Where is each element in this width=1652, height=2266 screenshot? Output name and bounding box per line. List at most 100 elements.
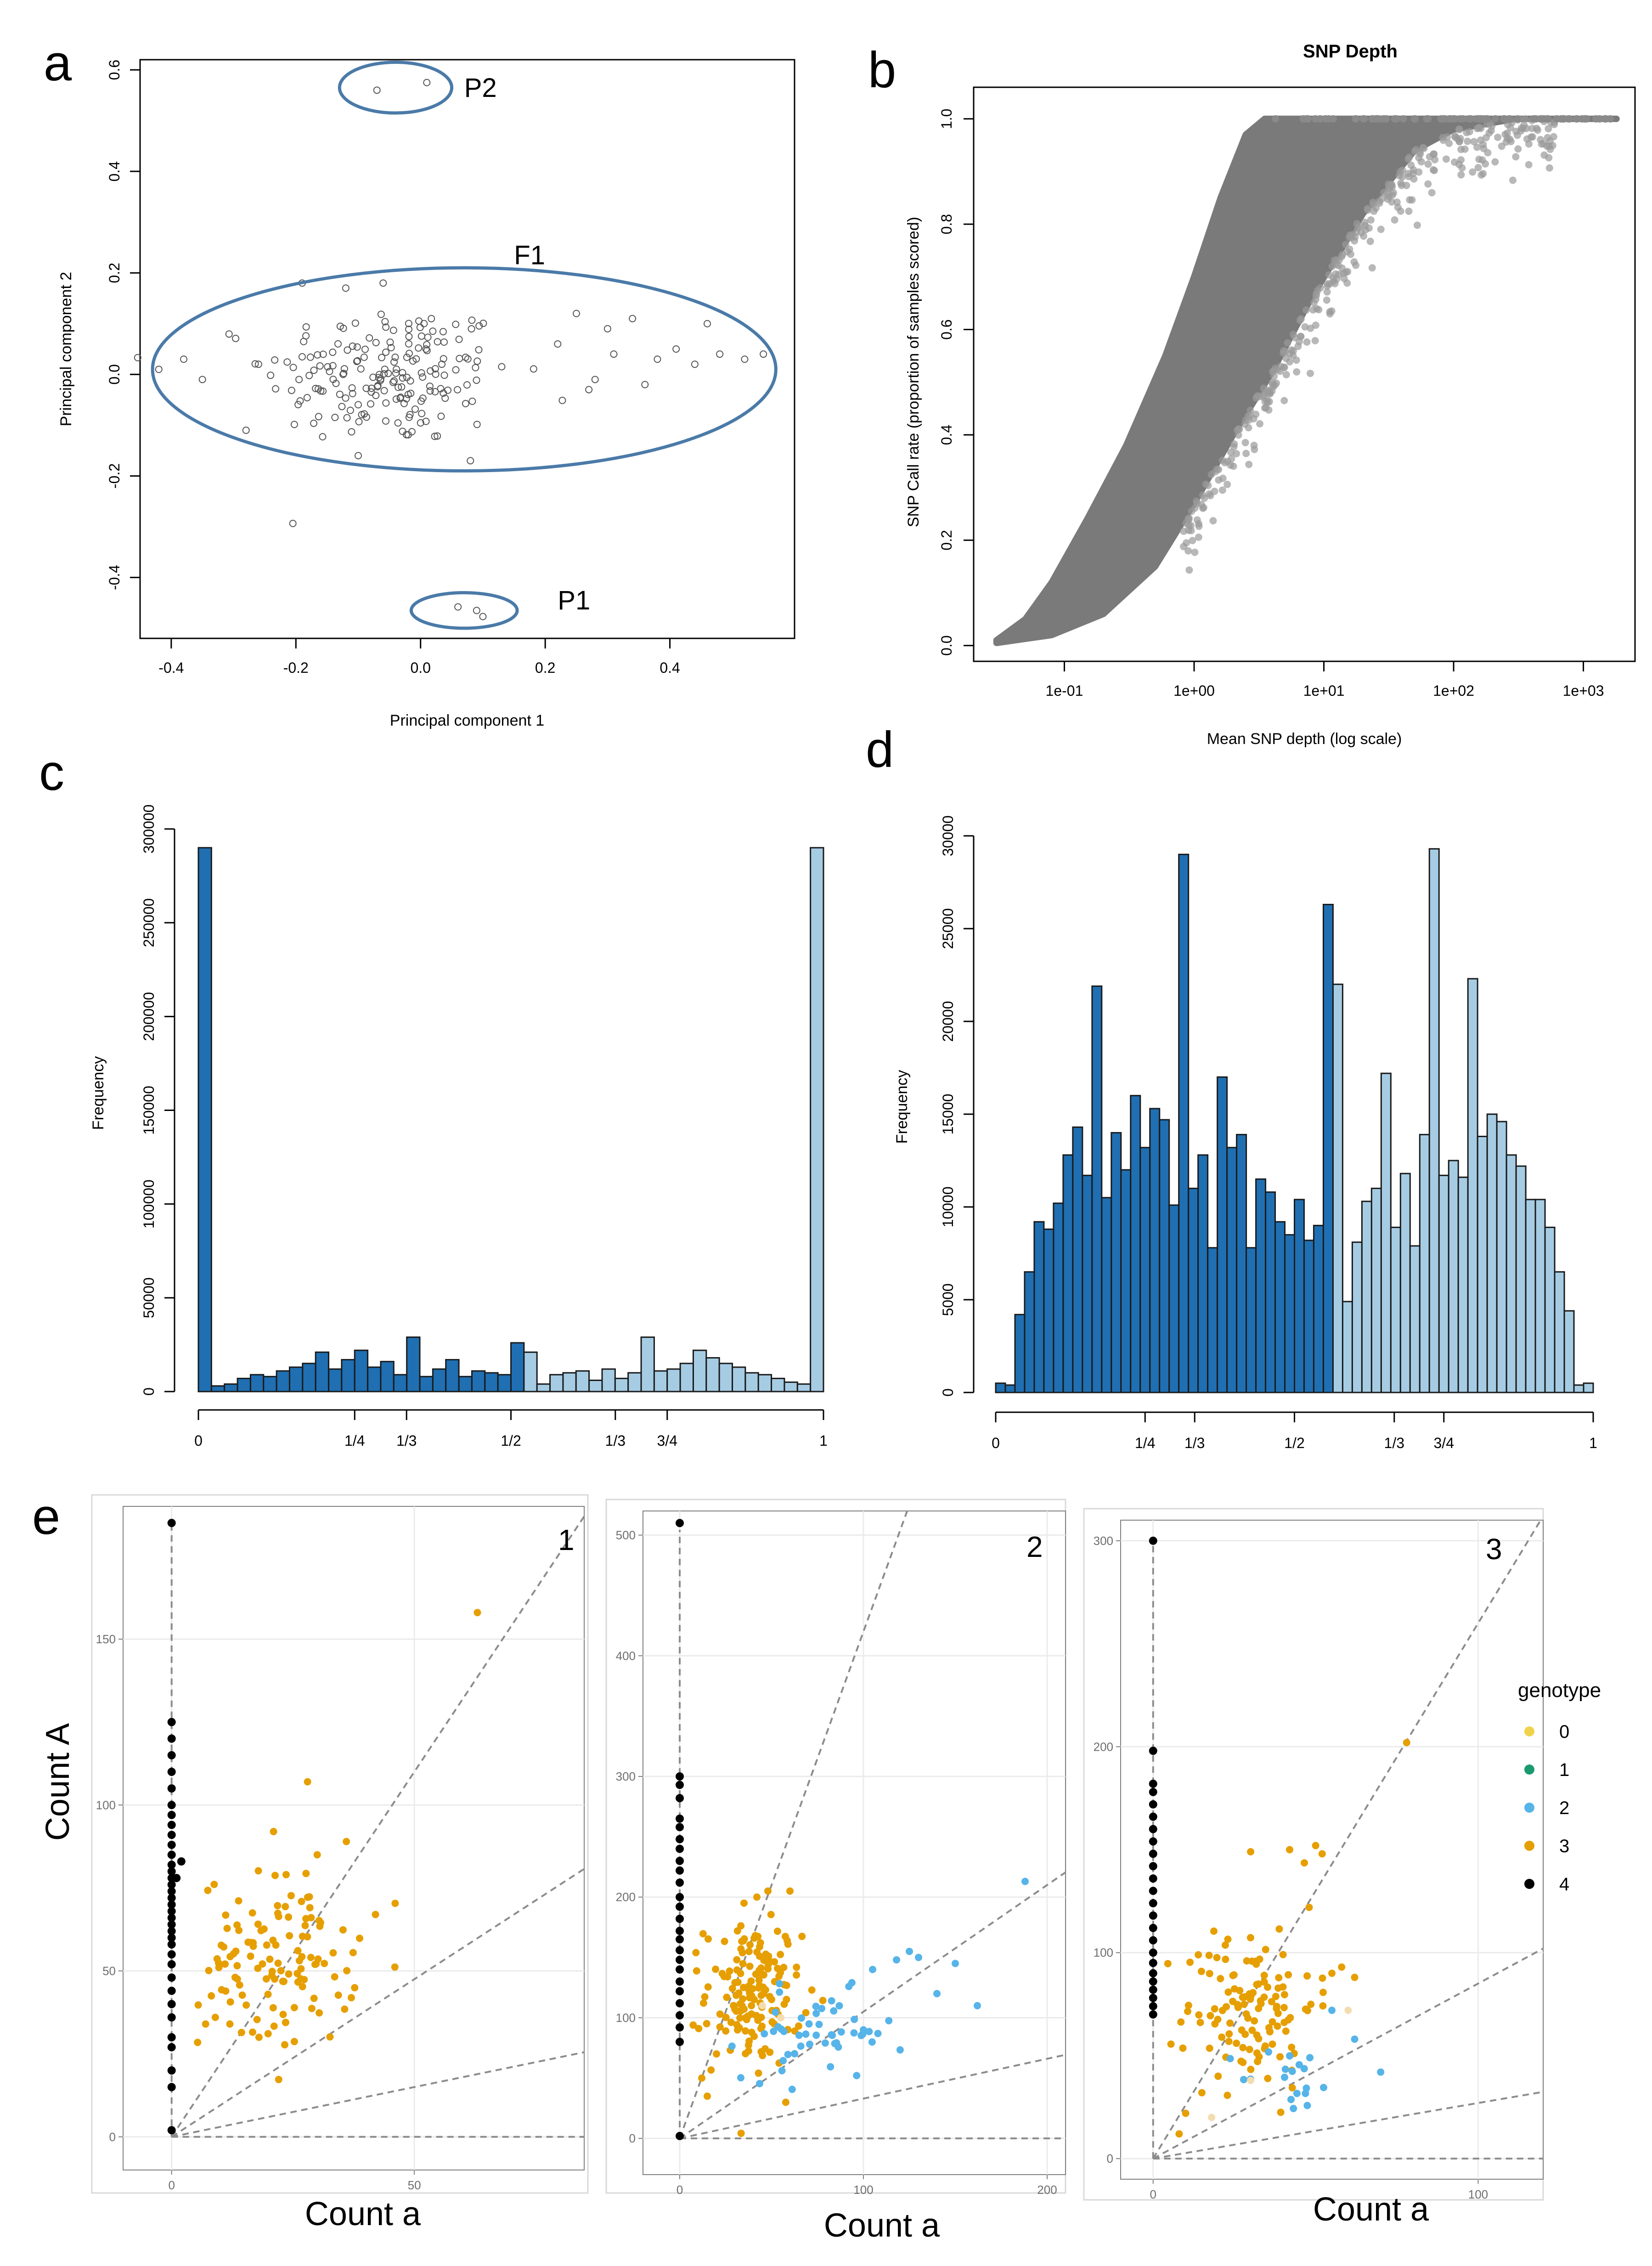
panel-a-point — [418, 410, 426, 417]
panel-b-point — [1250, 441, 1258, 449]
panel-a-point — [472, 364, 479, 372]
bar-light — [771, 1377, 785, 1392]
panel-b-point — [1191, 504, 1199, 512]
panel-a-point — [468, 325, 475, 333]
panel-b-point — [1370, 207, 1378, 215]
panel-b-point — [1538, 115, 1546, 123]
panel-a-point — [329, 362, 337, 370]
bar-light — [1332, 983, 1343, 1393]
point-genotype-3 — [356, 1934, 364, 1942]
panel-a-point — [403, 354, 411, 361]
panel-b-point — [1272, 115, 1280, 123]
point-genotype-3 — [290, 2004, 298, 2012]
point-genotype-3 — [275, 2075, 282, 2083]
point-genotype-3 — [1247, 2065, 1255, 2073]
panel-b-point — [1311, 337, 1319, 344]
bar-light — [601, 1368, 616, 1392]
point-genotype-3 — [1286, 1846, 1293, 1854]
legend-swatch-1 — [1524, 1764, 1534, 1775]
point-genotype-3 — [308, 2005, 316, 2012]
panel-b-point — [1280, 397, 1288, 405]
dashed-slope-line — [679, 1511, 908, 2139]
point-genotype-2 — [1303, 2102, 1311, 2109]
bar-light — [1419, 1133, 1430, 1393]
panel-b-point — [1296, 316, 1304, 324]
panel-a-point — [373, 86, 381, 94]
point-genotype-3 — [242, 2001, 250, 2009]
bar-light — [1399, 1172, 1411, 1393]
panel-a-point — [375, 371, 383, 378]
point-genotype-4 — [1149, 1911, 1157, 1920]
panel-b-point — [1185, 514, 1193, 522]
bar-dark — [288, 1366, 304, 1392]
panel-a-point — [419, 373, 427, 381]
panel-b-point — [1464, 137, 1472, 145]
panel-b-point — [1424, 160, 1432, 168]
point-genotype-4 — [1149, 1787, 1157, 1796]
panel-b-point — [1207, 471, 1215, 479]
panel-b-point — [1280, 349, 1287, 357]
y-tick-label: 300000 — [141, 805, 157, 854]
point-genotype-2 — [1328, 2007, 1336, 2014]
point-genotype-4 — [1149, 2002, 1157, 2011]
point-genotype-3 — [745, 1948, 753, 1956]
panel-a-point — [362, 384, 370, 392]
point-genotype-3 — [282, 1903, 289, 1911]
panel-b-point — [1185, 521, 1193, 529]
panel-c-bars — [197, 847, 824, 1392]
point-genotype-4 — [676, 1935, 684, 1944]
panel-a-point — [610, 350, 618, 358]
bar-dark — [510, 1342, 525, 1392]
point-genotype-4 — [167, 1810, 176, 1819]
legend-swatch-4 — [1524, 1879, 1534, 1889]
point-genotype-3 — [1338, 1963, 1346, 1971]
panel-a-point — [361, 345, 369, 353]
x-tick-label: 0 — [992, 1435, 1000, 1451]
point-genotype-4 — [167, 1784, 176, 1793]
point-genotype-3 — [695, 2024, 703, 2032]
point-genotype-3 — [235, 1897, 242, 1905]
point-genotype-4 — [676, 1856, 684, 1865]
panel-a-point — [392, 369, 400, 377]
point-genotype-3 — [739, 1960, 747, 1967]
point-genotype-2 — [896, 2046, 904, 2054]
panel-a-point — [326, 367, 333, 375]
panel-a-point — [353, 358, 361, 366]
panel-b-point — [1193, 516, 1201, 524]
point-genotype-3 — [737, 1945, 745, 1953]
panel-b-point — [1332, 256, 1340, 264]
panel-a-point — [343, 414, 351, 422]
point-genotype-3 — [1246, 1995, 1254, 2003]
bar-dark — [1120, 1169, 1132, 1393]
bar-dark — [484, 1372, 499, 1392]
point-genotype-3 — [742, 2050, 750, 2057]
point-genotype-3 — [704, 1983, 712, 1991]
point-genotype-4 — [1149, 1969, 1157, 1978]
panel-a-point — [407, 389, 415, 397]
panel-b-point — [1521, 115, 1529, 123]
point-genotype-3 — [740, 1899, 748, 1907]
panel-b-point — [1546, 137, 1554, 145]
panel-b-point — [1393, 198, 1401, 206]
panel-a-point — [412, 355, 420, 363]
plot-content — [643, 1511, 1066, 2175]
panel-a-point — [134, 354, 141, 361]
point-genotype-3 — [713, 2050, 720, 2058]
panel-b-y-ticks: 0.0 0.2 0.4 0.6 0.8 1.0 — [938, 109, 974, 656]
panel-b-point — [1364, 206, 1372, 214]
panel-b-point — [1381, 115, 1388, 123]
point-genotype-3 — [793, 1963, 801, 1971]
panel-b-x-tick-label: 1e+03 — [1563, 682, 1604, 699]
point-genotype-3 — [274, 1902, 282, 1910]
panel-b-point — [1209, 517, 1217, 524]
bar-dark — [1043, 1228, 1054, 1393]
bar-dark — [393, 1374, 408, 1392]
panel-a-x-axis-label: Principal component 1 — [390, 712, 544, 729]
point-genotype-3 — [277, 1967, 285, 1975]
panel-a-x-tick-label: 0.4 — [660, 660, 680, 676]
point-genotype-3 — [1224, 1935, 1232, 1943]
bar-light — [1409, 1245, 1421, 1393]
panel-c-histogram: 0 50000 100000 150000 200000 250000 300000 0 1/… — [90, 805, 828, 1449]
point-genotype-3 — [1167, 2040, 1175, 2048]
point-genotype-4 — [167, 1933, 176, 1942]
